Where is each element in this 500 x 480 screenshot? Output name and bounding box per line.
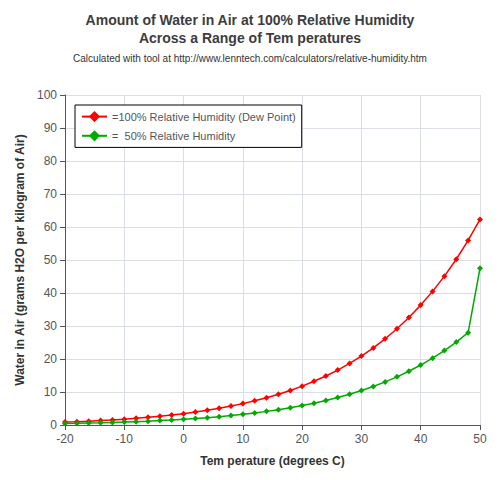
svg-text:Amount of Water in Air at 100%: Amount of Water in Air at 100% Relative … <box>86 12 415 28</box>
svg-text:50: 50 <box>473 432 487 446</box>
svg-text:10: 10 <box>236 432 250 446</box>
svg-text:-10: -10 <box>116 432 134 446</box>
svg-text:20: 20 <box>44 352 58 366</box>
svg-text:60: 60 <box>44 220 58 234</box>
svg-text:Water in Air (grams H2O per ki: Water in Air (grams H2O per kilogram of … <box>13 134 27 385</box>
svg-text:50: 50 <box>44 253 58 267</box>
svg-text:80: 80 <box>44 154 58 168</box>
svg-text:40: 40 <box>44 286 58 300</box>
svg-text:=100% Relative Humidity (Dew P: =100% Relative Humidity (Dew Point) <box>112 111 296 123</box>
svg-text:20: 20 <box>295 432 309 446</box>
svg-text:Calculated with tool at http:/: Calculated with tool at http://www.lennt… <box>73 53 427 64</box>
svg-text:10: 10 <box>44 385 58 399</box>
svg-text:90: 90 <box>44 121 58 135</box>
svg-text:0: 0 <box>50 418 57 432</box>
svg-text:30: 30 <box>355 432 369 446</box>
svg-text:40: 40 <box>414 432 428 446</box>
svg-text:Across a Range of Tem perature: Across a Range of Tem peratures <box>139 30 361 46</box>
svg-text:70: 70 <box>44 187 58 201</box>
svg-text:0: 0 <box>180 432 187 446</box>
svg-text:Tem perature (degrees C): Tem perature (degrees C) <box>200 454 345 468</box>
svg-text:100: 100 <box>37 88 57 102</box>
svg-text:= 50% Relative Humidity: = 50% Relative Humidity <box>112 130 236 142</box>
svg-text:-20: -20 <box>56 432 74 446</box>
svg-text:30: 30 <box>44 319 58 333</box>
